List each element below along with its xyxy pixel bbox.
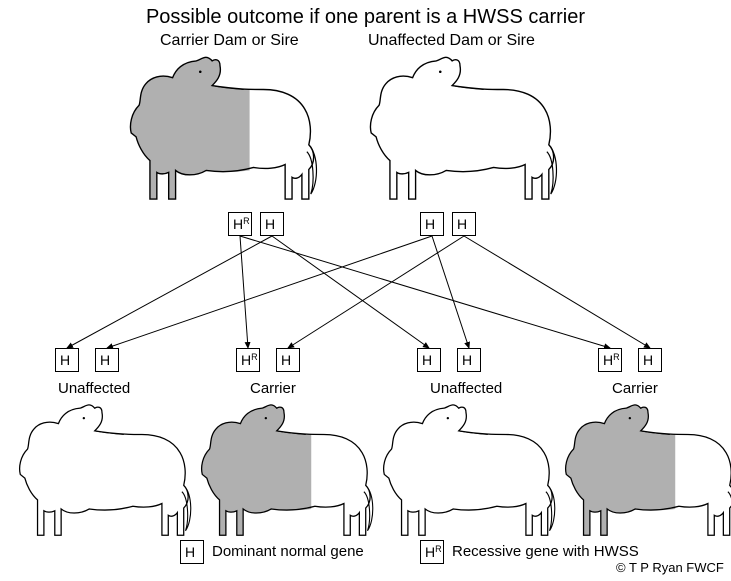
horse-off1-unaffected bbox=[10, 400, 194, 538]
offspring-allele-o1b-dominant: H bbox=[95, 348, 119, 372]
offspring-3-label: Unaffected bbox=[430, 380, 502, 397]
parent-allele-p2a-dominant: H bbox=[420, 212, 444, 236]
legend-recessive-box: HR bbox=[420, 540, 444, 564]
offspring-2-label: Carrier bbox=[250, 380, 296, 397]
offspring-allele-o3b-dominant: H bbox=[457, 348, 481, 372]
offspring-allele-o2a-recessive: HR bbox=[236, 348, 260, 372]
offspring-1-label: Unaffected bbox=[58, 380, 130, 397]
offspring-allele-o4a-recessive: HR bbox=[598, 348, 622, 372]
copyright: © T P Ryan FWCF bbox=[616, 560, 724, 575]
offspring-allele-o1a-dominant: H bbox=[55, 348, 79, 372]
legend-recessive: HR Recessive gene with HWSS bbox=[420, 540, 639, 564]
offspring-allele-o4b-dominant: H bbox=[638, 348, 662, 372]
inheritance-line bbox=[432, 236, 469, 348]
parent-unaffected-label: Unaffected Dam or Sire bbox=[368, 32, 535, 50]
parent-allele-p2b-dominant: H bbox=[452, 212, 476, 236]
legend-dominant: H Dominant normal gene bbox=[180, 540, 364, 564]
horse-off4-carrier bbox=[556, 400, 731, 538]
horse-off3-unaffected bbox=[374, 400, 558, 538]
inheritance-line bbox=[240, 236, 610, 348]
inheritance-line bbox=[272, 236, 429, 348]
horse-parent_carrier-carrier bbox=[120, 52, 320, 202]
diagram-title: Possible outcome if one parent is a HWSS… bbox=[0, 6, 731, 29]
offspring-allele-o2b-dominant: H bbox=[276, 348, 300, 372]
parent-allele-p1b-dominant: H bbox=[260, 212, 284, 236]
inheritance-line bbox=[67, 236, 272, 348]
inheritance-line bbox=[107, 236, 432, 348]
parent-allele-p1a-recessive: HR bbox=[228, 212, 252, 236]
legend-dominant-box: H bbox=[180, 540, 204, 564]
horse-parent_unaffected-unaffected bbox=[360, 52, 560, 202]
inheritance-line bbox=[240, 236, 248, 348]
horse-off2-carrier bbox=[192, 400, 376, 538]
inheritance-line bbox=[464, 236, 650, 348]
parent-carrier-label: Carrier Dam or Sire bbox=[160, 32, 299, 50]
offspring-allele-o3a-dominant: H bbox=[417, 348, 441, 372]
offspring-4-label: Carrier bbox=[612, 380, 658, 397]
inheritance-line bbox=[288, 236, 464, 348]
